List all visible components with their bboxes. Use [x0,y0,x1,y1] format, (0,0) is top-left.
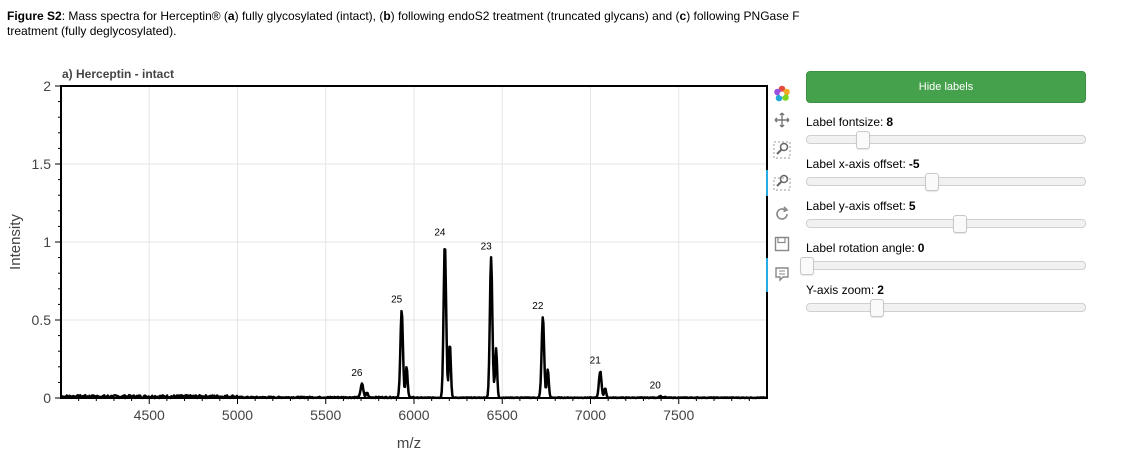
y-tick-label: 1 [43,234,51,250]
spectrum-series [61,247,767,400]
caption-text: : Mass spectra for Herceptin® ( [61,9,228,23]
slider-track[interactable] [806,131,1086,149]
x-tick-label: 7000 [575,407,606,423]
mass-spectrum-chart[interactable]: 4500 5000 5500 6000 6500 7000 7500 0 0.5 1 1.5 2 2… [0,0,770,459]
label-rotation-slider[interactable]: Label rotation angle: 0 [800,241,1086,275]
caption-text: ) fully glycosylated (intact), ( [234,9,384,23]
x-tick-label: 5500 [310,407,341,423]
x-tick-label: 4500 [134,407,165,423]
active-tool-indicator [766,258,768,292]
peak-label: 20 [650,380,662,391]
slider-value: 8 [886,115,894,129]
pan-icon[interactable] [772,110,792,130]
slider-title: Label fontsize: [806,115,884,129]
peak-label: 26 [351,368,363,379]
x-tick-label: 6500 [487,407,518,423]
slider-handle[interactable] [800,257,814,275]
hide-labels-button[interactable]: Hide labels [806,71,1086,103]
slider-track[interactable] [806,173,1086,191]
y-tick-label: 0.5 [32,312,52,328]
slider-title: Label y-axis offset: [806,199,906,213]
y-axis-zoom-slider[interactable]: Y-axis zoom: 2 [806,283,1086,317]
y-tick-label: 2 [43,78,51,94]
reset-icon[interactable] [772,204,792,224]
hover-icon[interactable] [772,264,792,284]
peak-label: 21 [590,355,602,366]
x-tick-label: 5000 [222,407,253,423]
figure-caption: Figure S2: Mass spectra for Herceptin® (… [7,9,827,39]
slider-title: Label rotation angle: [806,241,915,255]
save-icon[interactable] [772,234,792,254]
caption-letter-c: c [679,9,687,23]
slider-title: Y-axis zoom: [806,283,875,297]
slider-track[interactable] [806,215,1086,233]
peak-label: 22 [532,301,544,312]
y-tick-label: 0 [43,390,51,406]
slider-track[interactable] [800,257,1086,275]
slider-track[interactable] [806,299,1086,317]
slider-handle[interactable] [869,299,884,317]
y-tick-label: 1.5 [32,156,52,172]
label-x-offset-slider[interactable]: Label x-axis offset: -5 [806,157,1086,191]
x-tick-label: 7500 [663,407,694,423]
y-axis: 0 0.5 1 1.5 2 [32,78,61,406]
caption-letter-a: a [227,9,235,23]
widget-panel: Hide labels Label fontsize: 8 Label x-axi… [800,71,1088,317]
y-axis-label: Intensity [7,214,24,270]
slider-value: 0 [917,241,925,255]
slider-value: 5 [908,199,916,213]
bokeh-logo-icon[interactable] [772,84,792,104]
chart-title: a) Herceptin - intact [62,67,174,81]
caption-text: ) following endoS2 treatment (truncated … [390,9,680,23]
slider-handle[interactable] [925,173,940,191]
spectrum-line [61,247,767,400]
peak-label: 24 [434,228,446,239]
slider-value: -5 [908,157,920,171]
x-tick-label: 6000 [398,407,429,423]
label-y-offset-slider[interactable]: Label y-axis offset: 5 [806,199,1086,233]
label-fontsize-slider[interactable]: Label fontsize: 8 [806,115,1086,149]
box-zoom-icon[interactable] [772,140,792,160]
peak-labels: 26 25 24 23 22 21 20 [351,228,661,392]
slider-value: 2 [877,283,884,297]
peak-label: 25 [391,295,403,306]
slider-title: Label x-axis offset: [806,157,906,171]
x-axis-label: m/z [397,435,421,452]
peak-label: 23 [481,242,493,253]
x-axis: 4500 5000 5500 6000 6500 7000 7500 [78,398,750,423]
slider-handle[interactable] [855,131,870,149]
slider-handle[interactable] [952,215,967,233]
active-tool-indicator [766,170,768,196]
caption-letter-b: b [383,9,391,23]
wheel-zoom-icon[interactable] [772,172,792,192]
caption-figure-number: Figure S2 [7,9,62,23]
grid-lines [61,85,767,399]
caption-text: ) following PNGase F treatment (fully de… [7,9,800,38]
